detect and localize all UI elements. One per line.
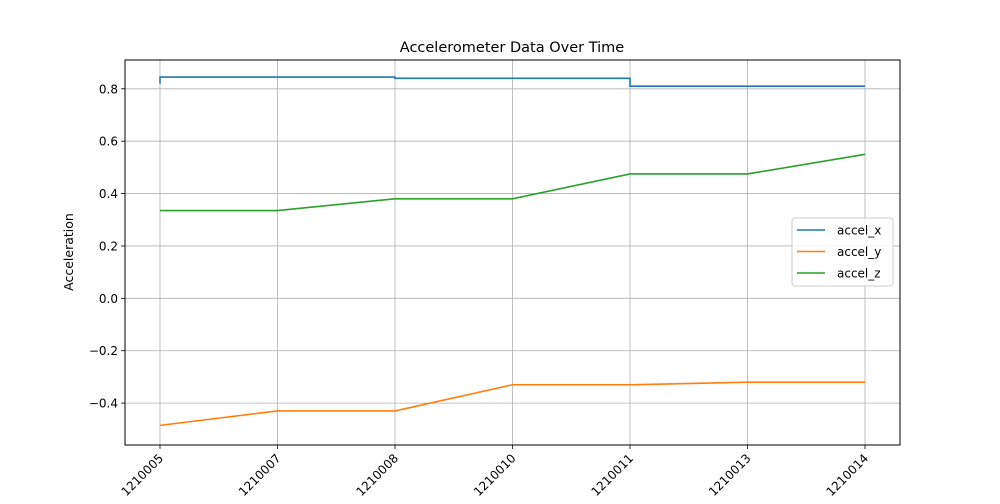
y-tick-label: 0.0 bbox=[99, 292, 118, 306]
series-line-accel_x bbox=[159, 76, 865, 87]
grid bbox=[125, 60, 900, 445]
y-tick-label: 0.4 bbox=[99, 187, 118, 201]
series-line-accel_z bbox=[160, 153, 866, 212]
legend-label: accel_x bbox=[837, 224, 881, 238]
y-tick-label: 0.6 bbox=[99, 135, 118, 149]
y-axis-label: Acceleration bbox=[61, 213, 76, 291]
legend-label: accel_y bbox=[837, 245, 881, 259]
legend: accel_x accel_y accel_z bbox=[791, 217, 894, 287]
y-tick-label: −0.2 bbox=[89, 344, 118, 358]
chart-title: Accelerometer Data Over Time bbox=[400, 40, 624, 56]
legend-label: accel_z bbox=[837, 267, 881, 281]
legend-box bbox=[791, 217, 894, 287]
y-tick-label: 0.8 bbox=[99, 82, 118, 96]
y-tick-label: −0.4 bbox=[89, 397, 118, 411]
y-axis: −0.4 −0.2 0.0 0.2 0.4 0.6 0.8 bbox=[89, 82, 125, 411]
y-tick-label: 0.2 bbox=[99, 239, 118, 253]
series-line-accel_y bbox=[159, 381, 865, 427]
series-group bbox=[159, 76, 866, 427]
